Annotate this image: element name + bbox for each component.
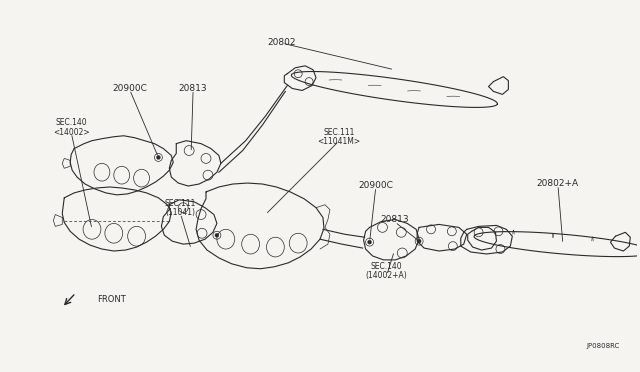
Text: FRONT: FRONT bbox=[97, 295, 125, 304]
Text: 20900C: 20900C bbox=[358, 181, 393, 190]
Text: <14002>: <14002> bbox=[53, 128, 90, 137]
Text: SEC.140: SEC.140 bbox=[371, 262, 403, 271]
Text: SEC.111: SEC.111 bbox=[164, 199, 196, 208]
Text: 20813: 20813 bbox=[179, 84, 207, 93]
Text: 20802+A: 20802+A bbox=[537, 179, 579, 188]
Text: SEC.140: SEC.140 bbox=[56, 118, 87, 127]
Text: <11041M>: <11041M> bbox=[317, 137, 360, 146]
Text: 20813: 20813 bbox=[381, 215, 409, 224]
Text: JP0808RC: JP0808RC bbox=[586, 343, 620, 349]
Text: SEC.111: SEC.111 bbox=[323, 128, 355, 137]
Text: (11041): (11041) bbox=[165, 208, 195, 217]
Circle shape bbox=[156, 155, 161, 160]
Text: 20900C: 20900C bbox=[112, 84, 147, 93]
Circle shape bbox=[415, 237, 423, 245]
Circle shape bbox=[213, 231, 221, 239]
Circle shape bbox=[367, 240, 372, 244]
Circle shape bbox=[417, 239, 421, 243]
Circle shape bbox=[154, 154, 163, 161]
Circle shape bbox=[215, 233, 219, 237]
Text: (14002+A): (14002+A) bbox=[365, 271, 408, 280]
Text: 20802: 20802 bbox=[268, 38, 296, 47]
Circle shape bbox=[365, 238, 374, 246]
